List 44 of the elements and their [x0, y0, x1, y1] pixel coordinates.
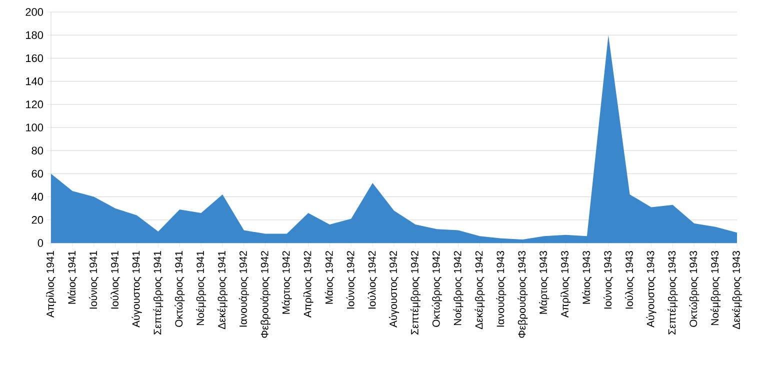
- x-tick-label: Ιούλιος 1942: [368, 251, 378, 309]
- y-tick-label: 140: [26, 77, 44, 86]
- y-tick-label: 40: [32, 192, 44, 201]
- x-tick-label: Μάιος 1942: [324, 251, 335, 304]
- y-tick-label: 100: [26, 124, 44, 132]
- x-tick-label: Δεκέμβριος 1943: [732, 250, 742, 330]
- x-tick-label: Οκτώβριος 1943: [689, 250, 700, 327]
- x-tick-label: Ιούνιος 1942: [346, 251, 356, 309]
- y-tick-label: 180: [26, 31, 44, 39]
- y-tick-label: 20: [32, 216, 44, 224]
- x-tick-label: Δεκέμβριος 1942: [474, 251, 485, 330]
- x-tick-label: Μάιος 1941: [68, 251, 78, 304]
- x-tick-label: Νοέμβριος 1941: [196, 251, 206, 326]
- y-tick-label: 60: [32, 170, 44, 178]
- x-tick-label: Σεπτέμβριος 1943: [668, 250, 678, 334]
- x-tick-label: Νοέμβριος 1942: [453, 251, 464, 326]
- x-tick-label: Δεκέμβριος 1941: [217, 251, 228, 330]
- x-tick-label: Αύγουστος 1942: [388, 251, 400, 328]
- y-tick-label: 120: [26, 100, 44, 108]
- x-tick-label: Ιούνιος 1941: [89, 251, 99, 309]
- y-tick-label: 160: [26, 54, 44, 62]
- x-tick-label: Μάρτιος 1942: [282, 251, 292, 314]
- y-tick-label: 80: [32, 146, 44, 154]
- x-tick-label: Απρίλιος 1941: [46, 251, 56, 318]
- x-tick-label: Μάρτιος 1943: [539, 250, 550, 314]
- x-tick-label: Ιούνιος 1943: [604, 250, 614, 309]
- y-tick-label: 0: [38, 239, 44, 247]
- x-tick-label: Αύγουστος 1943: [646, 250, 656, 328]
- x-tick-label: Μάιος 1943: [582, 250, 592, 304]
- x-tick-label: Ιούλιος 1941: [110, 251, 120, 309]
- x-tick-label: Οκτώβριος 1941: [174, 251, 185, 327]
- x-tick-label: Απρίλιος 1942: [303, 251, 314, 318]
- x-tick-label: Σεπτέμβριος 1941: [153, 251, 164, 334]
- x-tick-label: Ιανουάριος 1942: [238, 251, 249, 327]
- x-tick-label: Νοέμβριος 1943: [710, 251, 721, 326]
- x-tick-label: Απρίλιος 1943: [560, 250, 571, 318]
- x-tick-label: Ιούλιος 1943: [624, 250, 635, 309]
- y-tick-label: 200: [26, 8, 44, 16]
- x-tick-label: Οκτώβριος 1942: [432, 251, 442, 327]
- x-tick-label: Φεβρουάριος 1943: [518, 250, 528, 338]
- x-tick-label: Ιανουάριος 1943: [496, 250, 506, 327]
- x-tick-label: Φεβρουάριος 1942: [260, 251, 270, 338]
- x-tick-label: Σεπτέμβριος 1942: [410, 251, 420, 334]
- x-tick-label: Αύγουστος 1941: [132, 251, 142, 328]
